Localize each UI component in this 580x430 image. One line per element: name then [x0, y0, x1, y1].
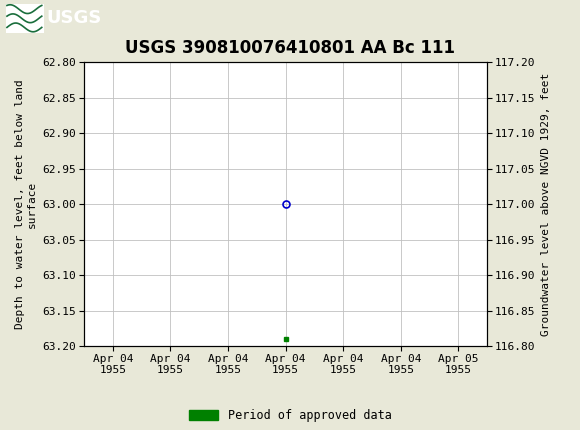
Text: USGS: USGS: [46, 9, 102, 27]
Bar: [6, 3, 44, 33]
Legend: Period of approved data: Period of approved data: [188, 409, 392, 422]
Text: USGS 390810076410801 AA Bc 111: USGS 390810076410801 AA Bc 111: [125, 39, 455, 57]
Y-axis label: Groundwater level above NGVD 1929, feet: Groundwater level above NGVD 1929, feet: [541, 73, 551, 336]
Y-axis label: Depth to water level, feet below land
surface: Depth to water level, feet below land su…: [14, 80, 37, 329]
